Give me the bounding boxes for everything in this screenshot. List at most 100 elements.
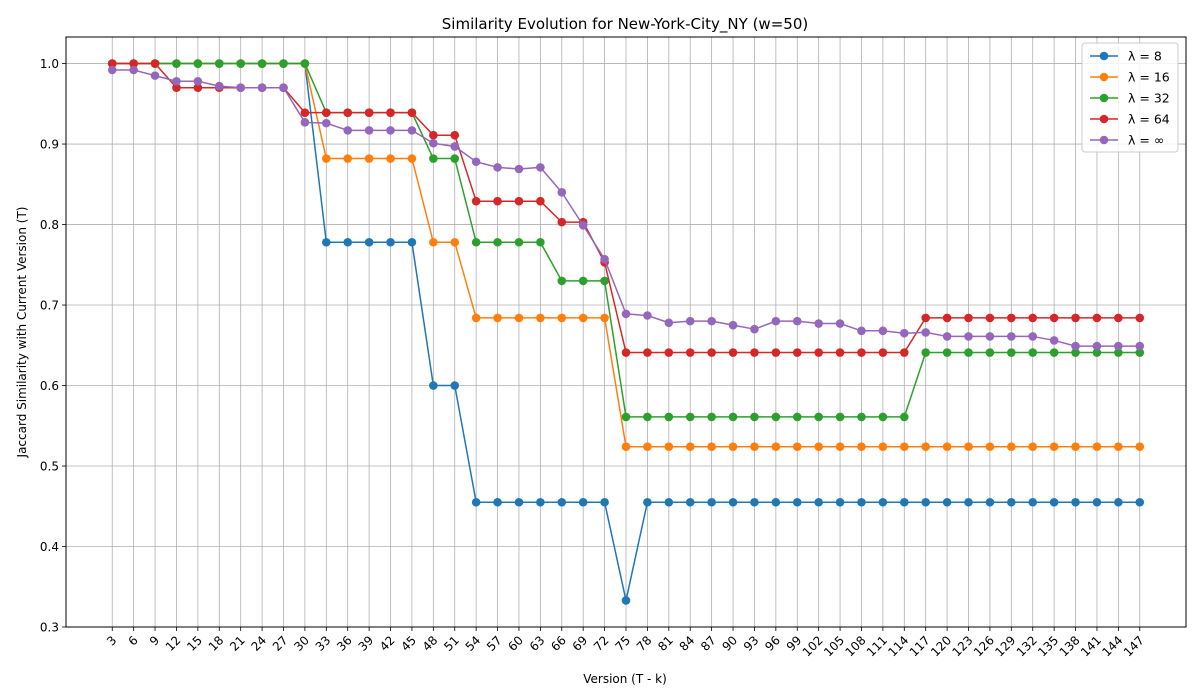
data-point: [857, 412, 866, 422]
data-point: [621, 348, 631, 357]
legend-label: λ = 8: [1128, 49, 1162, 64]
data-point: [1071, 341, 1080, 351]
data-point: [1092, 313, 1102, 323]
data-point: [1028, 497, 1038, 507]
data-point: [557, 217, 567, 227]
data-point: [643, 497, 652, 507]
data-point: [557, 497, 567, 507]
data-point: [921, 328, 930, 337]
data-point: [707, 442, 716, 451]
data-point: [129, 65, 138, 75]
data-point: [279, 59, 288, 68]
data-point: [1028, 313, 1038, 323]
data-point: [514, 237, 524, 247]
legend-item: λ = 8: [1090, 49, 1162, 64]
data-point: [814, 348, 823, 357]
data-point: [1007, 442, 1016, 451]
data-point: [942, 332, 952, 341]
y-tick-label: 0.6: [40, 379, 59, 393]
legend-label: λ = 16: [1128, 70, 1170, 85]
data-point: [536, 163, 545, 172]
data-point: [600, 497, 609, 507]
data-point: [643, 311, 652, 320]
data-point: [707, 412, 716, 422]
data-point: [493, 163, 502, 172]
legend-marker: [1099, 51, 1109, 61]
data-point: [429, 138, 438, 148]
data-point: [450, 154, 460, 163]
data-point: [835, 319, 845, 328]
data-point: [985, 332, 995, 341]
data-point: [964, 313, 973, 323]
data-point: [536, 196, 545, 206]
data-point: [899, 442, 909, 451]
data-point: [386, 108, 395, 117]
data-point: [514, 164, 524, 174]
data-point: [1135, 497, 1145, 507]
legend-marker: [1099, 93, 1109, 103]
data-point: [878, 348, 888, 357]
data-point: [771, 442, 781, 451]
data-point: [450, 130, 460, 140]
data-point: [536, 237, 545, 247]
data-point: [1092, 497, 1102, 507]
data-point: [750, 442, 759, 451]
data-point: [750, 348, 759, 357]
data-point: [429, 381, 438, 390]
data-point: [129, 59, 138, 68]
data-point: [643, 442, 652, 451]
data-point: [835, 348, 845, 357]
data-point: [1092, 442, 1102, 451]
data-point: [857, 326, 866, 336]
data-point: [942, 348, 952, 357]
data-point: [857, 348, 866, 357]
data-point: [1007, 332, 1016, 341]
data-point: [493, 497, 502, 507]
data-point: [471, 157, 481, 167]
data-point: [429, 237, 438, 247]
y-tick-label: 0.5: [40, 459, 59, 473]
data-point: [857, 442, 866, 451]
data-point: [364, 108, 374, 117]
legend-item: λ = ∞: [1090, 133, 1164, 148]
data-point: [557, 313, 567, 323]
data-point: [1049, 348, 1059, 357]
data-point: [750, 324, 759, 334]
data-point: [578, 497, 588, 507]
data-point: [921, 313, 930, 323]
data-point: [1071, 442, 1080, 451]
data-point: [343, 154, 353, 163]
data-point: [364, 126, 374, 135]
chart-title: Similarity Evolution for New-York-City_N…: [442, 15, 808, 34]
data-point: [771, 316, 781, 326]
data-point: [322, 108, 331, 117]
data-point: [728, 497, 738, 507]
data-point: [1135, 442, 1145, 451]
data-point: [257, 83, 267, 93]
data-point: [364, 154, 374, 163]
series-4: [107, 59, 1145, 357]
data-point: [771, 412, 781, 422]
data-point: [985, 313, 995, 323]
data-point: [386, 154, 395, 163]
data-point: [150, 59, 160, 68]
data-point: [193, 83, 203, 93]
data-point: [471, 497, 481, 507]
data-point: [1049, 497, 1059, 507]
y-axis: 0.3 0.4 0.5 0.6 0.7 0.8 0.9 1.0: [40, 57, 66, 634]
data-point: [172, 76, 181, 86]
data-point: [985, 497, 995, 507]
data-point: [1049, 442, 1059, 451]
data-point: [921, 497, 930, 507]
data-point: [728, 348, 738, 357]
data-point: [322, 154, 331, 163]
data-point: [343, 108, 353, 117]
data-point: [964, 348, 973, 357]
legend-marker: [1099, 72, 1109, 82]
data-point: [514, 313, 524, 323]
data-point: [942, 313, 952, 323]
data-point: [514, 497, 524, 507]
data-point: [685, 497, 695, 507]
data-point: [899, 412, 909, 422]
data-point: [1135, 341, 1145, 351]
